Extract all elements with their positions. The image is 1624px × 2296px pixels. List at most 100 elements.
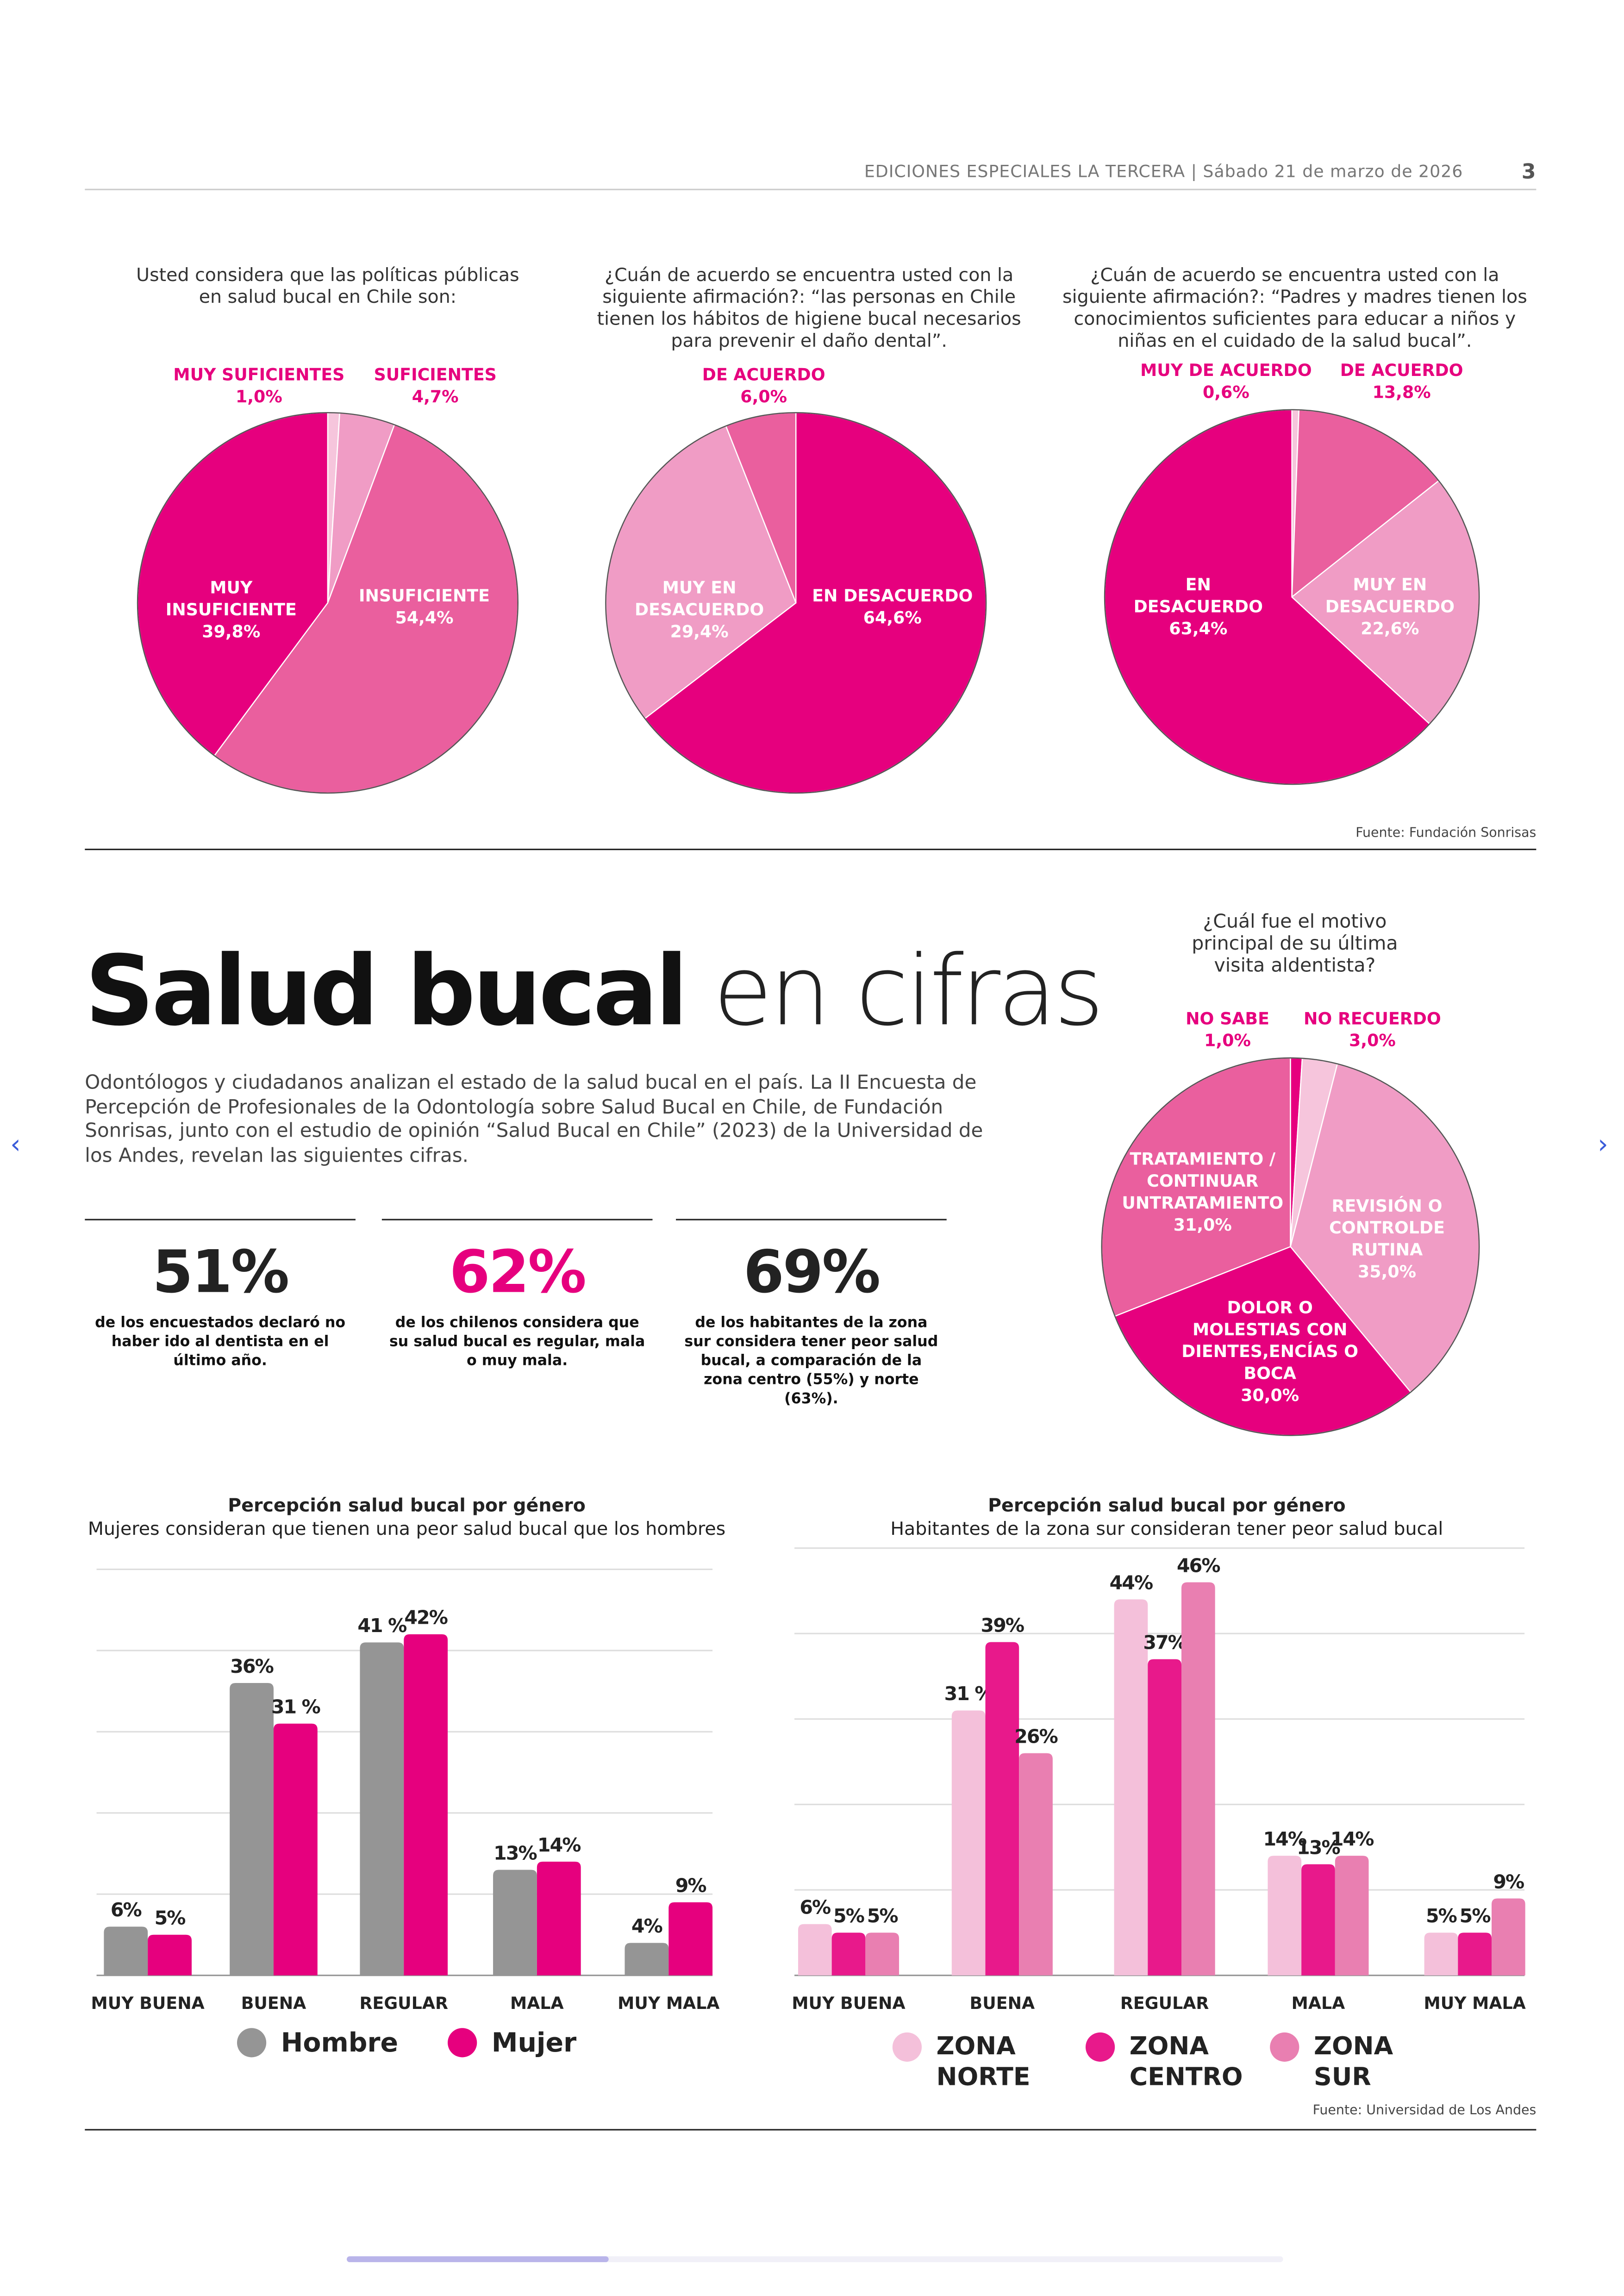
bar-value-label: 5% [833,1905,864,1927]
bar-value-label: 14% [537,1834,581,1856]
legend-label: Mujer [491,2028,577,2059]
bar1-heading: Percepción salud bucal por género Mujeres… [85,1494,729,1541]
slice-value: 29,4% [670,621,729,642]
stat-number: 51% [152,1239,289,1307]
bar-value-label: 39% [981,1614,1024,1637]
slice-label: MUY EN DESACUERDO [634,577,764,620]
slice-label: DE ACUERDO [702,364,825,385]
stat-text: de los chilenos considera que su salud b… [389,1315,645,1370]
bar [831,1933,866,1976]
pie4-question: ¿Cuál fue el motivo principal de su últi… [1192,911,1398,978]
bar [1114,1599,1148,1976]
slice-value: 3,0% [1349,1030,1396,1051]
legend-label: ZONA NORTE [936,2032,1031,2093]
bar-value-label: 14% [1330,1828,1374,1850]
legend-zona-centro: ZONA CENTRO [1085,2032,1247,2094]
legend-zona-sur: ZONA SUR [1270,2032,1401,2094]
slice-label: SUFICIENTES [374,364,497,385]
bar2-category: MUY MALA [1424,1993,1526,2014]
header-divider [85,188,1537,190]
bar-value-label: 9% [675,1875,706,1897]
prev-page-icon[interactable]: ‹ [10,1129,21,1161]
bar [951,1710,986,1976]
slice-label: REVISIÓN O CONTROLDE RUTINA [1329,1195,1445,1260]
stat-block: 62% de los chilenos considera que su salu… [381,1219,653,1371]
slice-label: TRATAMIENTO / CONTINUAR UNTRATAMIENTO [1122,1148,1284,1213]
pie1-inner-label: MUY INSUFICIENTE 39,8% [158,577,304,643]
bar [1019,1753,1053,1976]
stat-block: 69% de los habitantes de la zona sur cons… [676,1219,947,1409]
bar2-category: MALA [1291,1993,1345,2014]
legend-hombre: Hombre [237,2028,399,2059]
bar-value-label: 37% [1143,1631,1186,1653]
pie3-outer-label: DE ACUERDO 13,8% [1329,360,1475,404]
slice-value: 31,0% [1173,1214,1232,1235]
bar [404,1634,448,1976]
next-page-icon[interactable]: › [1598,1129,1608,1161]
section-divider [85,849,1537,851]
bar-value-label: 14% [1263,1828,1306,1850]
bar-value-label: 9% [1493,1871,1524,1893]
pie1-question: Usted considera que las políticas públic… [136,263,519,307]
pie1-inner-label: INSUFICIENTE 54,4% [359,585,490,629]
bar-value-label: 42% [404,1607,447,1629]
legend-swatch [1085,2032,1115,2062]
scrollbar-thumb[interactable] [347,2256,609,2262]
slice-label: DE ACUERDO [1340,360,1463,381]
pie2-inner-label: MUY EN DESACUERDO 29,4% [626,577,773,643]
bar [865,1933,899,1976]
legend-label: ZONA CENTRO [1129,2032,1243,2093]
bar-value-label: 6% [111,1899,142,1921]
bar1-category: MUY MALA [618,1993,720,2014]
bar [1491,1898,1525,1976]
source-bottom: Fuente: Universidad de Los Andes [1312,2104,1537,2119]
bar-value-label: 26% [1014,1725,1057,1747]
legend-swatch [237,2028,267,2058]
bottom-divider [85,2129,1537,2131]
legend-swatch [448,2028,477,2058]
bar [1268,1856,1302,1976]
slice-value: 30,0% [1241,1385,1299,1406]
publication-header: EDICIONES ESPECIALES LA TERCERA | Sábado… [864,161,1463,181]
page-title: Salud bucal en cifras [85,933,1104,1051]
bar-value-label: 46% [1177,1554,1220,1577]
legend-label: Hombre [281,2028,399,2059]
stat-text: de los encuestados declaró no haber ido … [95,1315,346,1370]
bar-value-label: 44% [1110,1571,1153,1594]
slice-label: MUY EN DESACUERDO [1325,574,1455,617]
slice-value: 39,8% [202,621,261,642]
bar [493,1870,537,1976]
legend-swatch [1270,2032,1299,2062]
slice-label: MUY SUFICIENTES [173,364,345,385]
bar-value-label: 5% [1426,1905,1457,1927]
slice-value: 13,8% [1372,382,1431,403]
bar1-title: Percepción salud bucal por género [228,1494,586,1516]
pie4-inner-label: DOLOR O MOLESTIAS CON DIENTES,ENCÍAS O B… [1175,1297,1365,1407]
bar1-category: BUENA [241,1993,306,2014]
legend-swatch [892,2032,922,2062]
bar [798,1924,832,1976]
bar [625,1943,669,1976]
pie3-inner-label: MUY EN DESACUERDO 22,6% [1317,574,1463,640]
slice-label: EN DESACUERDO [812,585,973,606]
pie2-outer-label: DE ACUERDO 6,0% [687,364,840,408]
slice-label: EN DESACUERDO [1133,574,1263,617]
slice-label: MUY INSUFICIENTE [165,577,297,620]
bar [1301,1864,1335,1976]
pie3-question: ¿Cuán de acuerdo se encuentra usted con … [1062,263,1527,351]
pie4-inner-label: REVISIÓN O CONTROLDE RUTINA 35,0% [1318,1195,1456,1283]
pie1-outer-label: SUFICIENTES 4,7% [366,364,505,408]
bar-value-label: 4% [631,1915,662,1937]
slice-value: 0,6% [1202,382,1249,403]
pie4-outer-label: NO SABE 1,0% [1170,1008,1285,1052]
bar-value-label: 5% [1460,1905,1491,1927]
bar-value-label: 5% [155,1907,186,1929]
slice-value: 64,6% [863,607,922,628]
pie-outline [605,412,987,794]
bar-value-label: 6% [800,1896,831,1919]
bar1-subtitle: Mujeres consideran que tienen una peor s… [87,1517,726,1539]
bar-value-label: 41 % [357,1614,406,1637]
slice-label: MUY DE ACUERDO [1140,360,1312,381]
